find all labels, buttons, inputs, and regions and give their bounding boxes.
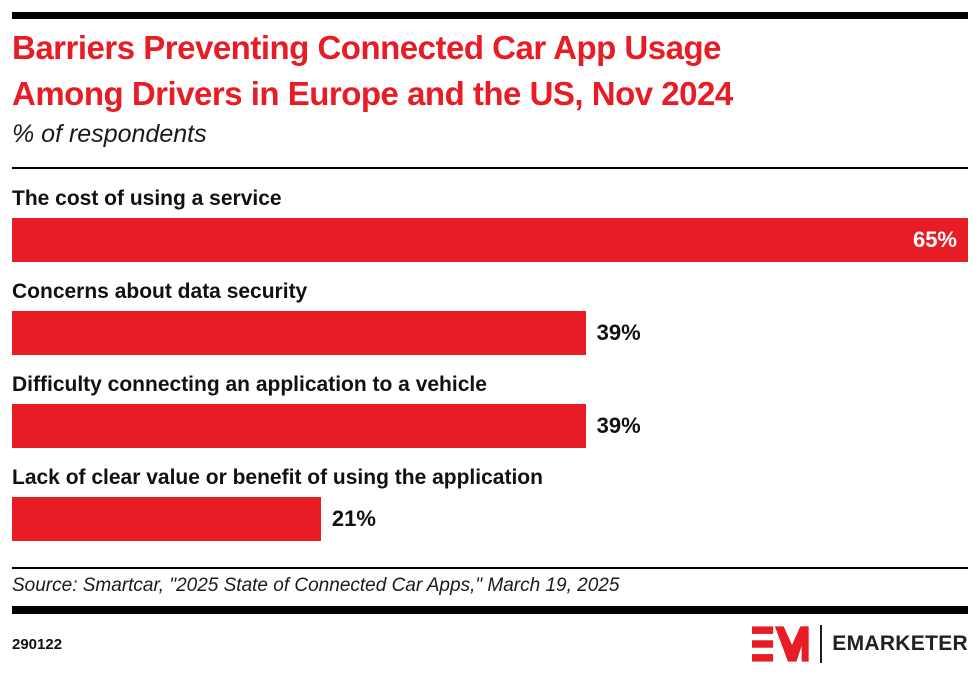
bar-track: 39% [12, 311, 968, 355]
bar-value: 39% [596, 413, 641, 438]
footer-rule-bar [12, 606, 968, 614]
bar-lack-of-value [12, 497, 321, 541]
chart-subtitle: % of respondents [12, 120, 207, 148]
bar-difficulty-connecting [12, 404, 586, 448]
em-monogram-icon [752, 626, 809, 662]
chart-row: Difficulty connecting an application to … [12, 371, 968, 448]
chart-row: Concerns about data security 39% [12, 278, 968, 355]
chart-row: Lack of clear value or benefit of using … [12, 464, 968, 541]
logo-divider [820, 625, 823, 663]
emarketer-logo: EMARKETER [752, 625, 968, 663]
bar-data-security [12, 311, 586, 355]
footer: 290122 EMARKETER [12, 624, 968, 664]
chart-title-line2: Among Drivers in Europe and the US, Nov … [12, 75, 733, 112]
bar-label: The cost of using a service [12, 187, 282, 210]
chart-id: 290122 [12, 635, 63, 653]
brand-wordmark: EMARKETER [832, 632, 968, 655]
chart-title-line1: Barriers Preventing Connected Car App Us… [12, 29, 721, 66]
chart-title: Barriers Preventing Connected Car App Us… [12, 25, 968, 117]
footer-divider-rule [12, 567, 968, 569]
bar-label: Concerns about data security [12, 280, 308, 303]
bar-value: 39% [596, 320, 641, 345]
bar-value: 21% [331, 506, 376, 531]
header-divider-rule [12, 167, 968, 169]
bar-track: 21% [12, 497, 968, 541]
bar-chart: The cost of using a service 65% Concerns… [12, 185, 968, 541]
bar-label: Lack of clear value or benefit of using … [12, 466, 543, 489]
source-note: Source: Smartcar, "2025 State of Connect… [12, 575, 620, 596]
chart-row: The cost of using a service 65% [12, 185, 968, 262]
bar-cost-of-service: 65% [12, 218, 968, 262]
top-rule-bar [12, 12, 968, 19]
bar-label: Difficulty connecting an application to … [12, 373, 487, 396]
bar-track: 65% [12, 218, 968, 262]
bar-value: 65% [912, 227, 957, 252]
bar-track: 39% [12, 404, 968, 448]
chart-page: Barriers Preventing Connected Car App Us… [12, 12, 968, 664]
